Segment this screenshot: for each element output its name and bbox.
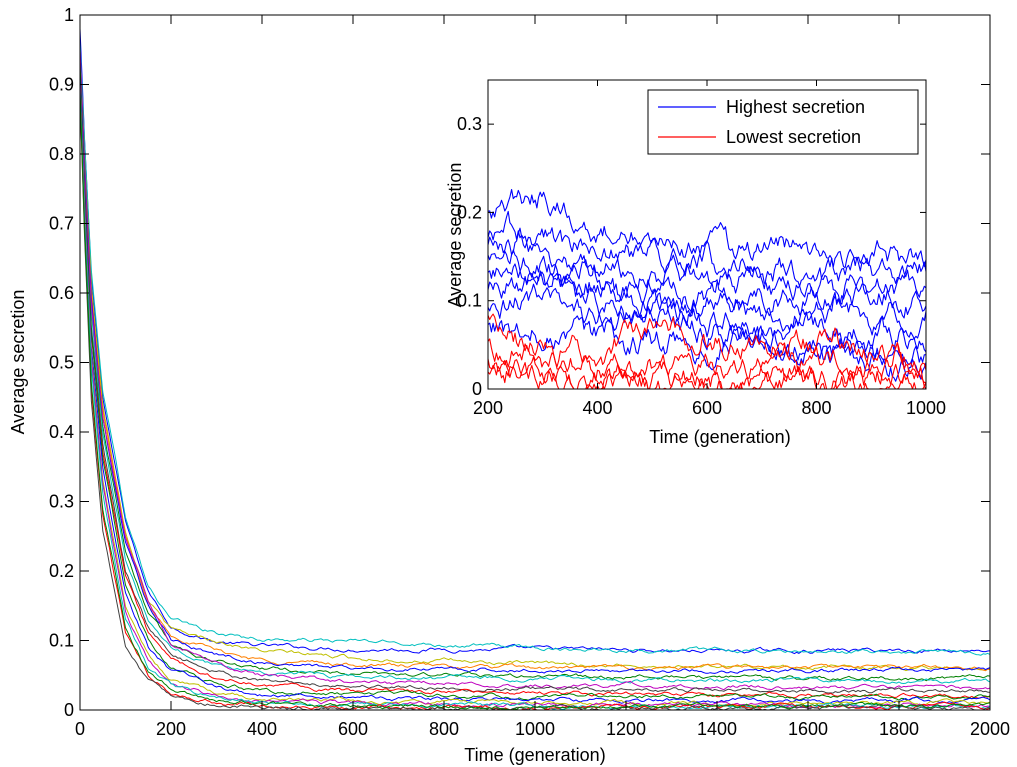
inset-y-ticks: 0 0.1 0.2 0.3: [457, 114, 926, 399]
main-series-line: [79, 49, 991, 691]
inset-y-axis-label: Average secretion: [445, 163, 465, 308]
inset-series-line: [487, 283, 927, 359]
inset-x-tick-label: 400: [582, 398, 612, 418]
main-series-line: [79, 69, 991, 699]
main-x-axis-label: Time (generation): [464, 745, 605, 765]
main-series-line: [79, 63, 991, 684]
inset-x-tick-label: 800: [801, 398, 831, 418]
main-x-tick-label: 1000: [515, 719, 555, 739]
main-y-tick-label: 0.6: [49, 283, 74, 303]
inset-plot: 200 400 600 800 1000 0 0.1 0.2 0.3 Time (genera…: [445, 79, 946, 447]
main-y-tick-label: 0.5: [49, 353, 74, 373]
inset-series-line: [487, 210, 927, 299]
main-series-line: [79, 69, 991, 694]
main-x-tick-label: 200: [156, 719, 186, 739]
main-x-ticks: 0 200 400 600 800 1000 1200 1400 1600 1800 2000: [75, 15, 1010, 739]
main-y-tick-label: 1: [64, 5, 74, 25]
main-y-tick-label: 0.7: [49, 214, 74, 234]
main-y-ticks: 0 0.1 0.2 0.3 0.4 0.5 0.6 0.7 0.8 0.9 1: [49, 5, 990, 720]
main-series-line: [79, 49, 991, 674]
main-series-line: [79, 28, 991, 655]
main-series-line: [79, 42, 991, 656]
inset-y-tick-label: 0.2: [457, 202, 482, 222]
main-x-tick-label: 0: [75, 719, 85, 739]
inset-x-axis-label: Time (generation): [649, 427, 790, 447]
inset-series-line: [487, 271, 927, 340]
main-x-tick-label: 400: [247, 719, 277, 739]
main-series-line: [79, 76, 991, 705]
main-series-line: [79, 62, 990, 701]
main-series-line: [79, 56, 991, 682]
main-y-axis-label: Average secretion: [8, 290, 28, 435]
main-y-tick-label: 0.1: [49, 631, 74, 651]
inset-y-tick-label: 0.3: [457, 114, 482, 134]
inset-series-line: [487, 236, 927, 382]
main-y-tick-label: 0.2: [49, 561, 74, 581]
main-x-tick-label: 2000: [970, 719, 1010, 739]
inset-series-line: [487, 227, 927, 306]
main-x-tick-label: 1600: [788, 719, 828, 739]
main-y-tick-label: 0.8: [49, 144, 74, 164]
inset-x-tick-label: 1000: [906, 398, 946, 418]
main-y-tick-label: 0: [64, 700, 74, 720]
inset-series-line: [487, 338, 927, 385]
main-x-tick-label: 1800: [879, 719, 919, 739]
main-y-tick-label: 0.9: [49, 75, 74, 95]
legend-label-lowest: Lowest secretion: [726, 127, 861, 147]
inset-y-tick-label: 0: [472, 379, 482, 399]
main-x-tick-label: 1200: [606, 719, 646, 739]
main-series-line: [79, 56, 991, 672]
inset-series-line: [487, 313, 927, 373]
inset-series-line: [487, 257, 927, 319]
inset-y-tick-label: 0.1: [457, 291, 482, 311]
inset-x-ticks: 200 400 600 800 1000: [473, 80, 946, 418]
inset-x-tick-label: 200: [473, 398, 503, 418]
inset-x-tick-label: 600: [692, 398, 722, 418]
main-x-tick-label: 600: [338, 719, 368, 739]
main-x-tick-label: 1400: [697, 719, 737, 739]
main-y-tick-label: 0.3: [49, 492, 74, 512]
legend-box: [647, 89, 919, 155]
main-x-tick-label: 800: [429, 719, 459, 739]
legend-label-highest: Highest secretion: [726, 97, 865, 117]
inset-legend: Highest secretion Lowest secretion: [647, 89, 919, 155]
inset-series-line: [487, 188, 927, 272]
inset-series-group: [487, 188, 927, 390]
main-y-tick-label: 0.4: [49, 422, 74, 442]
